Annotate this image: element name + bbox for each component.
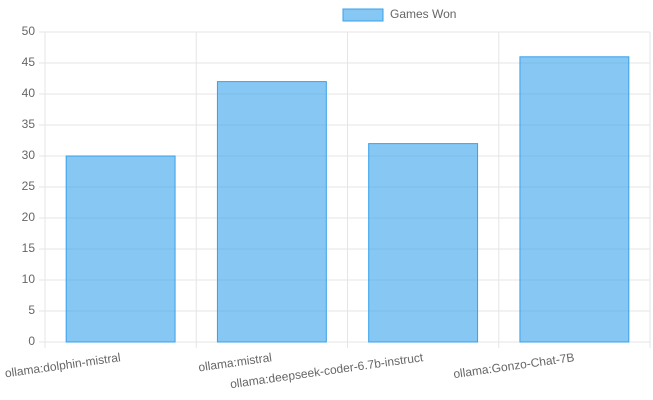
y-tick-label: 5 [28,303,35,317]
legend-swatch [342,8,384,22]
legend-label: Games Won [390,7,456,21]
bar [368,143,479,343]
y-tick-label: 30 [22,148,36,162]
legend: Games Won [342,7,456,22]
x-tick-label: ollama:Gonzo-Chat-7B [452,350,575,381]
x-tick-label: ollama:dolphin-mistral [4,350,122,380]
bar [216,81,327,343]
y-tick-label: 45 [22,55,36,69]
y-tick-label: 50 [22,24,36,38]
bar [65,155,176,343]
y-tick-label: 25 [22,179,36,193]
y-tick-label: 15 [22,241,36,255]
y-tick-label: 0 [28,334,35,348]
x-tick-label: ollama:mistral [197,350,272,374]
y-tick-label: 40 [22,86,36,100]
y-tick-label: 10 [22,272,36,286]
y-tick-label: 20 [22,210,36,224]
y-tick-label: 35 [22,117,36,131]
bar [519,56,630,343]
